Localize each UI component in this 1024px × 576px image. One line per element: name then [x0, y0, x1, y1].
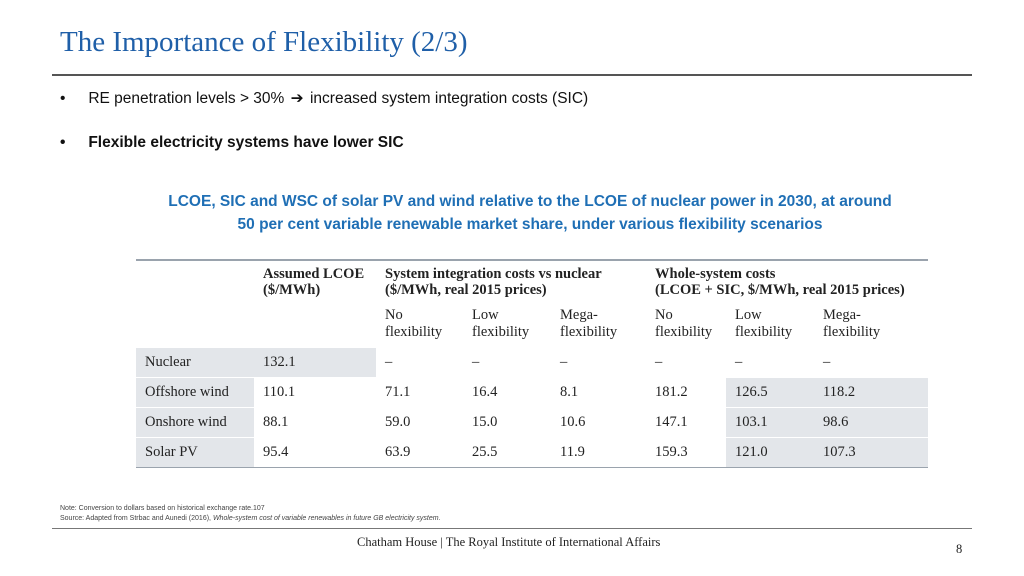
cell-sic-no: 59.0 — [376, 407, 463, 438]
sic-header: System integration costs vs nuclear ($/M… — [376, 259, 646, 301]
table-row-solar-pv: Solar PV 95.4 63.9 25.5 11.9 159.3 121.0… — [136, 437, 928, 468]
row-label: Solar PV — [136, 437, 254, 468]
wsc-header-line1: Whole-system costs — [655, 266, 776, 282]
subheader-line1: Low — [472, 307, 499, 323]
cell-wsc-low: 103.1 — [726, 407, 814, 438]
title-divider — [52, 74, 972, 76]
cell-sic-mega: 11.9 — [551, 437, 646, 468]
subheader-line1: No — [655, 307, 673, 323]
cell-lcoe: 110.1 — [254, 377, 376, 408]
source-note: Source: Adapted from Strbac and Aunedi (… — [60, 515, 441, 522]
empty-subheader-cell — [136, 301, 254, 348]
bullet-text-after: increased system integration costs (SIC) — [309, 90, 589, 107]
bullet-text: Flexible electricity systems have lower … — [88, 134, 404, 151]
cell-wsc-no: 159.3 — [646, 437, 726, 468]
table-caption-line1: LCOE, SIC and WSC of solar PV and wind r… — [168, 193, 892, 210]
cell-wsc-low: 121.0 — [726, 437, 814, 468]
page-number: 8 — [956, 542, 963, 556]
cell-wsc-no: – — [646, 347, 726, 378]
cell-sic-low: 16.4 — [463, 377, 551, 408]
subheader-line1: Low — [735, 307, 762, 323]
cell-wsc-no: 181.2 — [646, 377, 726, 408]
table-subheader-row: No flexibility Low flexibility Mega-flexib… — [136, 301, 928, 348]
lcoe-header-line1: Assumed LCOE — [263, 266, 365, 282]
cell-sic-low: 15.0 — [463, 407, 551, 438]
source-title: Whole-system cost of variable renewables… — [212, 515, 441, 522]
cell-lcoe: 95.4 — [254, 437, 376, 468]
table-caption-line2: 50 per cent variable renewable market sh… — [237, 216, 823, 233]
wsc-header: Whole-system costs (LCOE + SIC, $/MWh, r… — [646, 259, 928, 301]
exchange-rate-note: Note: Conversion to dollars based on his… — [60, 505, 265, 512]
cell-wsc-mega: 98.6 — [814, 407, 928, 438]
cell-sic-mega: – — [551, 347, 646, 378]
cell-sic-no: 71.1 — [376, 377, 463, 408]
subheader-line2: flexibility — [735, 324, 793, 340]
table-row-offshore-wind: Offshore wind 110.1 71.1 16.4 8.1 181.2 … — [136, 377, 928, 408]
subheader-line2: flexibility — [655, 324, 713, 340]
cell-lcoe: 132.1 — [254, 347, 376, 378]
subheader-wsc-no: No flexibility — [646, 301, 726, 348]
bullet-dot: • — [60, 134, 66, 151]
bullet-flexible-systems: • Flexible electricity systems have lowe… — [60, 134, 404, 152]
cell-sic-mega: 8.1 — [551, 377, 646, 408]
subheader-wsc-low: Low flexibility — [726, 301, 814, 348]
table-row-nuclear: Nuclear 132.1 – – – – – – — [136, 347, 928, 378]
lcoe-header: Assumed LCOE ($/MWh) — [254, 259, 376, 301]
subheader-sic-no: No flexibility — [376, 301, 463, 348]
sic-header-line2: ($/MWh, real 2015 prices) — [385, 282, 547, 298]
table-group-header-row: Assumed LCOE ($/MWh) System integration … — [136, 259, 928, 301]
table-caption: LCOE, SIC and WSC of solar PV and wind r… — [140, 190, 920, 236]
subheader-line1: No — [385, 307, 403, 323]
subheader-line2: flexibility — [472, 324, 530, 340]
subheader-wsc-mega: Mega-flexibility — [814, 301, 928, 348]
wsc-header-line2: (LCOE + SIC, $/MWh, real 2015 prices) — [655, 282, 905, 298]
cell-sic-no: – — [376, 347, 463, 378]
cell-sic-no: 63.9 — [376, 437, 463, 468]
arrow-right-icon: ➔ — [290, 90, 304, 107]
bullet-dot: • — [60, 90, 66, 107]
row-label: Nuclear — [136, 347, 254, 378]
cell-sic-low: 25.5 — [463, 437, 551, 468]
cost-comparison-table: Assumed LCOE ($/MWh) System integration … — [136, 259, 928, 468]
subheader-line1: Mega- — [560, 307, 598, 323]
subheader-sic-low: Low flexibility — [463, 301, 551, 348]
table-row-onshore-wind: Onshore wind 88.1 59.0 15.0 10.6 147.1 1… — [136, 407, 928, 438]
footer-organization: Chatham House | The Royal Institute of I… — [357, 535, 661, 549]
subheader-sic-mega: Mega-flexibility — [551, 301, 646, 348]
row-label: Offshore wind — [136, 377, 254, 408]
cell-wsc-mega: 118.2 — [814, 377, 928, 408]
empty-header-cell — [136, 259, 254, 301]
cell-sic-mega: 10.6 — [551, 407, 646, 438]
bullet-re-penetration: • RE penetration levels > 30% ➔ increase… — [60, 89, 588, 108]
row-label: Onshore wind — [136, 407, 254, 438]
cell-wsc-low: – — [726, 347, 814, 378]
sic-header-line1: System integration costs vs nuclear — [385, 266, 602, 282]
slide-title: The Importance of Flexibility (2/3) — [60, 26, 468, 58]
bullet-text-before: RE penetration levels > 30% — [88, 90, 285, 107]
cell-wsc-mega: – — [814, 347, 928, 378]
cell-lcoe: 88.1 — [254, 407, 376, 438]
subheader-line2: flexibility — [823, 324, 881, 340]
subheader-line1: Mega- — [823, 307, 861, 323]
cell-sic-low: – — [463, 347, 551, 378]
subheader-line2: flexibility — [560, 324, 618, 340]
lcoe-header-line2: ($/MWh) — [263, 282, 321, 298]
footer-divider — [52, 528, 972, 529]
empty-subheader-cell — [254, 301, 376, 348]
cell-wsc-no: 147.1 — [646, 407, 726, 438]
cell-wsc-low: 126.5 — [726, 377, 814, 408]
cell-wsc-mega: 107.3 — [814, 437, 928, 468]
source-prefix: Source: Adapted from Strbac and Aunedi (… — [60, 515, 213, 522]
subheader-line2: flexibility — [385, 324, 443, 340]
